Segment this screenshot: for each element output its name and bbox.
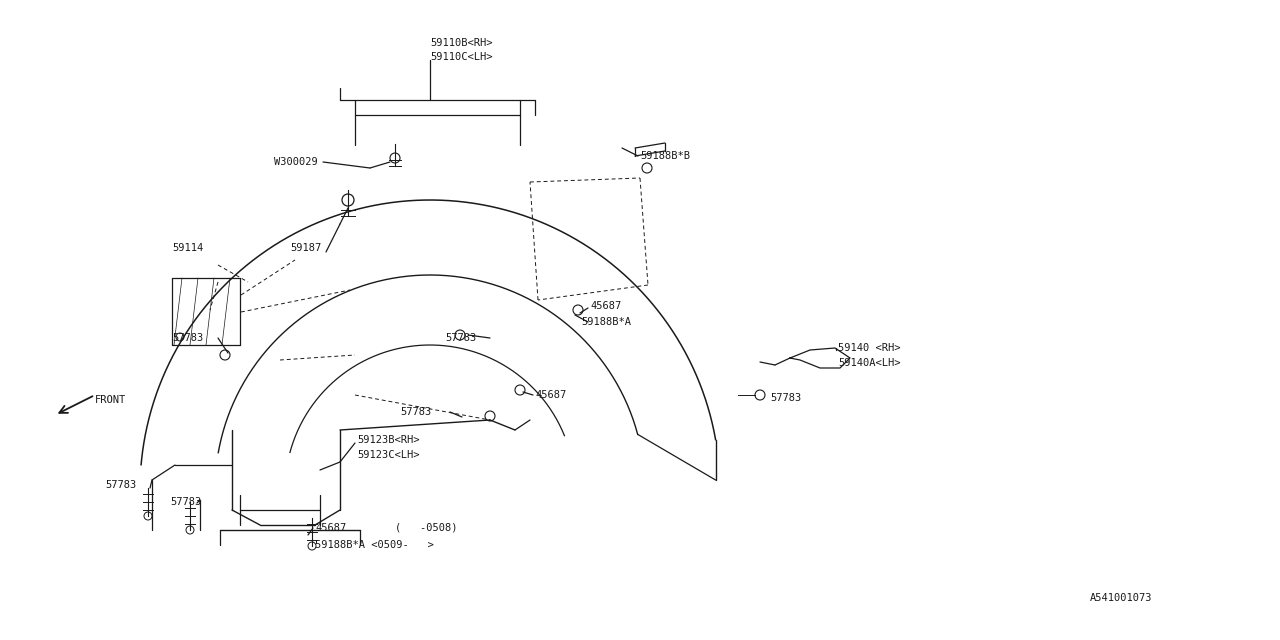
Text: A541001073: A541001073 xyxy=(1091,593,1152,603)
Text: 57783: 57783 xyxy=(445,333,476,343)
Text: 45687: 45687 xyxy=(535,390,566,400)
Text: 59187: 59187 xyxy=(291,243,321,253)
Text: 59123C<LH>: 59123C<LH> xyxy=(357,450,420,460)
Text: 59188B*A: 59188B*A xyxy=(581,317,631,327)
Text: 59110B<RH>: 59110B<RH> xyxy=(430,38,493,48)
Text: 59188B*B: 59188B*B xyxy=(640,151,690,161)
Text: (   -0508): ( -0508) xyxy=(396,523,457,533)
Text: 59110C<LH>: 59110C<LH> xyxy=(430,52,493,62)
Text: 45687: 45687 xyxy=(315,523,347,533)
Text: 45687: 45687 xyxy=(590,301,621,311)
Text: 57783: 57783 xyxy=(170,497,201,507)
Text: 57783: 57783 xyxy=(771,393,801,403)
Text: 59140A<LH>: 59140A<LH> xyxy=(838,358,901,368)
Text: 59114: 59114 xyxy=(172,243,204,253)
Text: 57783: 57783 xyxy=(399,407,431,417)
Text: W300029: W300029 xyxy=(274,157,317,167)
Text: FRONT: FRONT xyxy=(95,395,127,405)
Text: 57783: 57783 xyxy=(105,480,136,490)
Text: 59140 <RH>: 59140 <RH> xyxy=(838,343,901,353)
Text: 59123B<RH>: 59123B<RH> xyxy=(357,435,420,445)
Text: 57783: 57783 xyxy=(172,333,204,343)
Text: 59188B*A <0509-   >: 59188B*A <0509- > xyxy=(315,540,434,550)
